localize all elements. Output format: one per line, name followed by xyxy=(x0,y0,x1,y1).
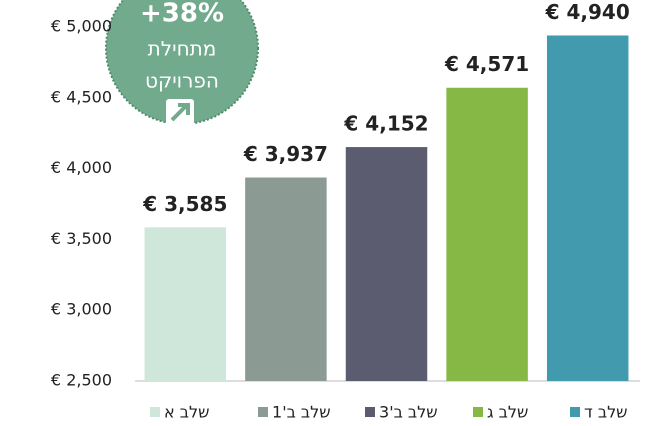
badge xyxy=(105,0,259,125)
y-tick-label: € 4,000 xyxy=(51,158,112,177)
badge-arrow xyxy=(170,103,190,122)
bar xyxy=(446,87,528,381)
data-label: € 4,152 xyxy=(343,112,428,136)
legend-swatch xyxy=(365,407,375,417)
legend-label: שלב א xyxy=(164,403,209,422)
badge-percent: +38% xyxy=(140,0,224,29)
y-tick-label: € 3,500 xyxy=(51,229,112,248)
y-tick-label: € 4,500 xyxy=(51,87,112,106)
legend-label: שלב ד xyxy=(584,403,628,422)
data-label: € 3,585 xyxy=(142,192,227,216)
badge-line: הפרויקט xyxy=(145,69,219,93)
bar xyxy=(144,227,227,381)
data-label: € 4,940 xyxy=(545,0,630,24)
legend-swatch xyxy=(150,407,160,417)
legend-label: שלב ב'3 xyxy=(379,403,438,422)
legend-label: שלב ג xyxy=(487,403,528,422)
legend-swatch xyxy=(473,407,483,417)
data-label: € 3,937 xyxy=(243,142,328,166)
y-tick-label: € 3,000 xyxy=(51,300,112,319)
y-tick-label: € 2,500 xyxy=(51,371,112,390)
bar xyxy=(546,35,629,381)
y-tick-label: € 5,000 xyxy=(51,17,112,36)
legend-label: שלב ב'1 xyxy=(272,403,331,422)
legend-swatch xyxy=(570,407,580,417)
bar xyxy=(345,147,428,381)
bar xyxy=(245,177,327,381)
data-label: € 4,571 xyxy=(444,52,529,76)
badge-line: מתחילת xyxy=(148,37,217,61)
legend-swatch xyxy=(258,407,268,417)
